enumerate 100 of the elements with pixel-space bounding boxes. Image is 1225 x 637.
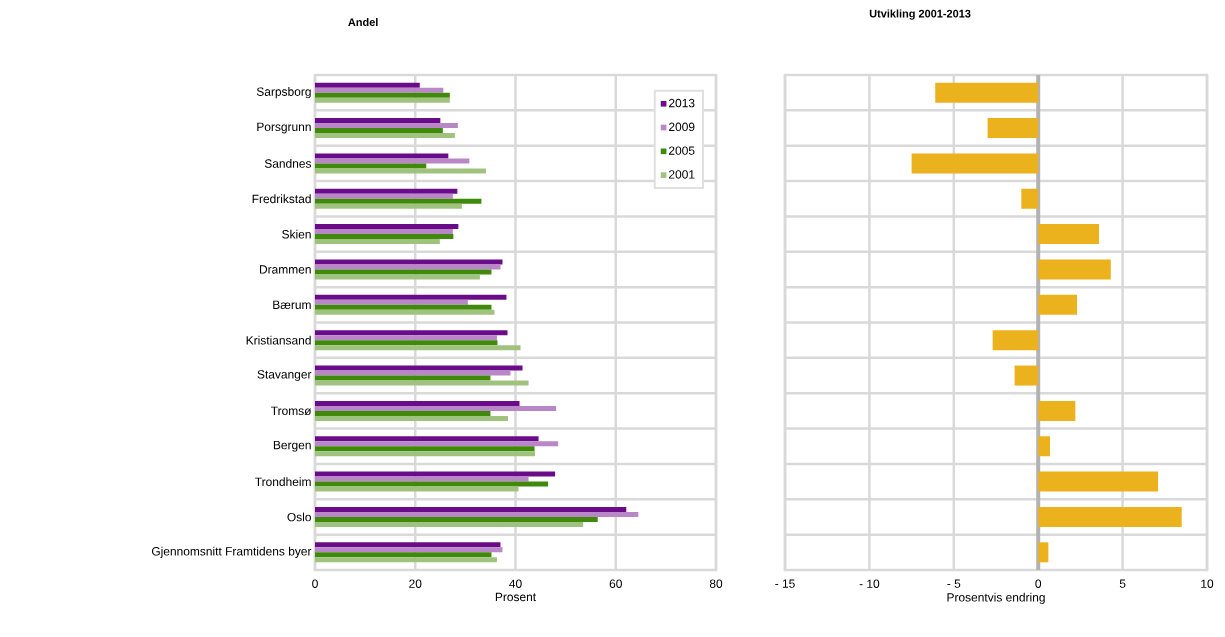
bar [315,128,443,134]
bar [315,304,492,310]
x-tick-label: 0 [1035,579,1042,588]
bar [315,365,523,371]
bar [315,557,497,563]
bar [315,224,459,230]
bar [315,309,495,315]
bar [315,410,491,416]
legend-label: 2001 [669,170,695,179]
bar [315,552,492,558]
bar [315,511,639,517]
x-tick-label: - 5 [947,579,961,588]
x-tick-label: 10 [1201,579,1214,588]
legend-label: 2009 [669,122,695,132]
bar [1038,436,1051,457]
bar [315,294,507,300]
bar [1021,188,1039,209]
chart-title: Utvikling 2001-2013 [869,9,971,20]
bar [315,82,420,88]
bar [935,82,1039,103]
y-tick-label: Drammen [259,265,311,274]
bar [1038,224,1099,245]
y-tick-label: Tromsø [271,406,312,416]
bar [315,547,503,553]
bar [315,441,559,447]
bar [315,345,521,351]
bar [315,405,557,411]
bar [315,340,498,346]
bar [315,481,549,487]
legend-label: 2005 [669,146,695,155]
bar [315,123,458,129]
bar [315,436,539,442]
bar [911,153,1039,174]
bar [315,446,535,452]
bar [315,274,480,280]
legend-label: 2013 [669,98,695,108]
x-axis-title: Prosent [495,592,537,602]
bar [315,133,455,139]
bar [315,234,454,240]
y-tick-label: Trondheim [255,477,311,486]
y-tick-label: Sandnes [264,159,312,168]
bar [315,542,501,548]
bar [315,158,470,164]
x-tick-label: 5 [1119,579,1126,588]
bar [315,118,441,124]
x-tick-label: 0 [312,579,318,588]
bar [315,188,458,194]
bar [987,118,1039,139]
y-tick-label: Bergen [273,440,311,452]
y-tick-label: Porsgrunn [257,122,311,134]
x-tick-label: - 15 [775,579,795,588]
bar [315,153,449,159]
bar [315,476,529,482]
bar [992,330,1039,351]
bar [315,400,520,406]
bar [1038,259,1111,280]
x-tick-label: 20 [409,579,422,588]
bar [315,163,427,169]
bar [315,335,497,341]
bar [1038,400,1076,421]
bar [315,486,519,492]
y-tick-label: Skien [282,229,311,239]
bar [315,87,444,93]
bar [315,521,584,527]
bar [315,451,536,457]
chart-title: Andel [348,17,378,27]
y-tick-label: Kristiansand [246,335,311,345]
y-tick-label: Sarpsborg [256,87,311,99]
bar [315,380,529,386]
bar [315,92,450,98]
bar [1038,471,1159,492]
bar [315,203,462,209]
y-tick-label: Fredrikstad [252,194,311,204]
bar [315,97,450,103]
bar [315,471,556,477]
y-tick-label: Oslo [287,512,311,522]
bar [315,269,492,275]
bar [315,506,627,512]
bar [315,229,453,235]
bar [315,193,453,199]
y-tick-label: Gjennomsnitt Framtidens byer [151,546,312,558]
bar [315,239,440,245]
bar [315,415,508,421]
x-axis-title: Prosentvis endring [947,592,1045,604]
bar [315,516,598,522]
bar [315,299,468,305]
bar [315,330,508,336]
bar [1038,294,1078,315]
bar [315,370,511,376]
x-tick-label: 40 [509,579,522,588]
x-tick-label: 80 [709,579,723,588]
y-tick-label: Bærum [273,300,311,309]
bar [1014,365,1039,386]
bar [1038,542,1049,563]
x-tick-label: 60 [609,579,622,588]
bar [315,375,491,381]
bar [315,259,503,265]
bar [315,264,501,270]
bar [315,198,482,204]
bar [315,168,486,174]
